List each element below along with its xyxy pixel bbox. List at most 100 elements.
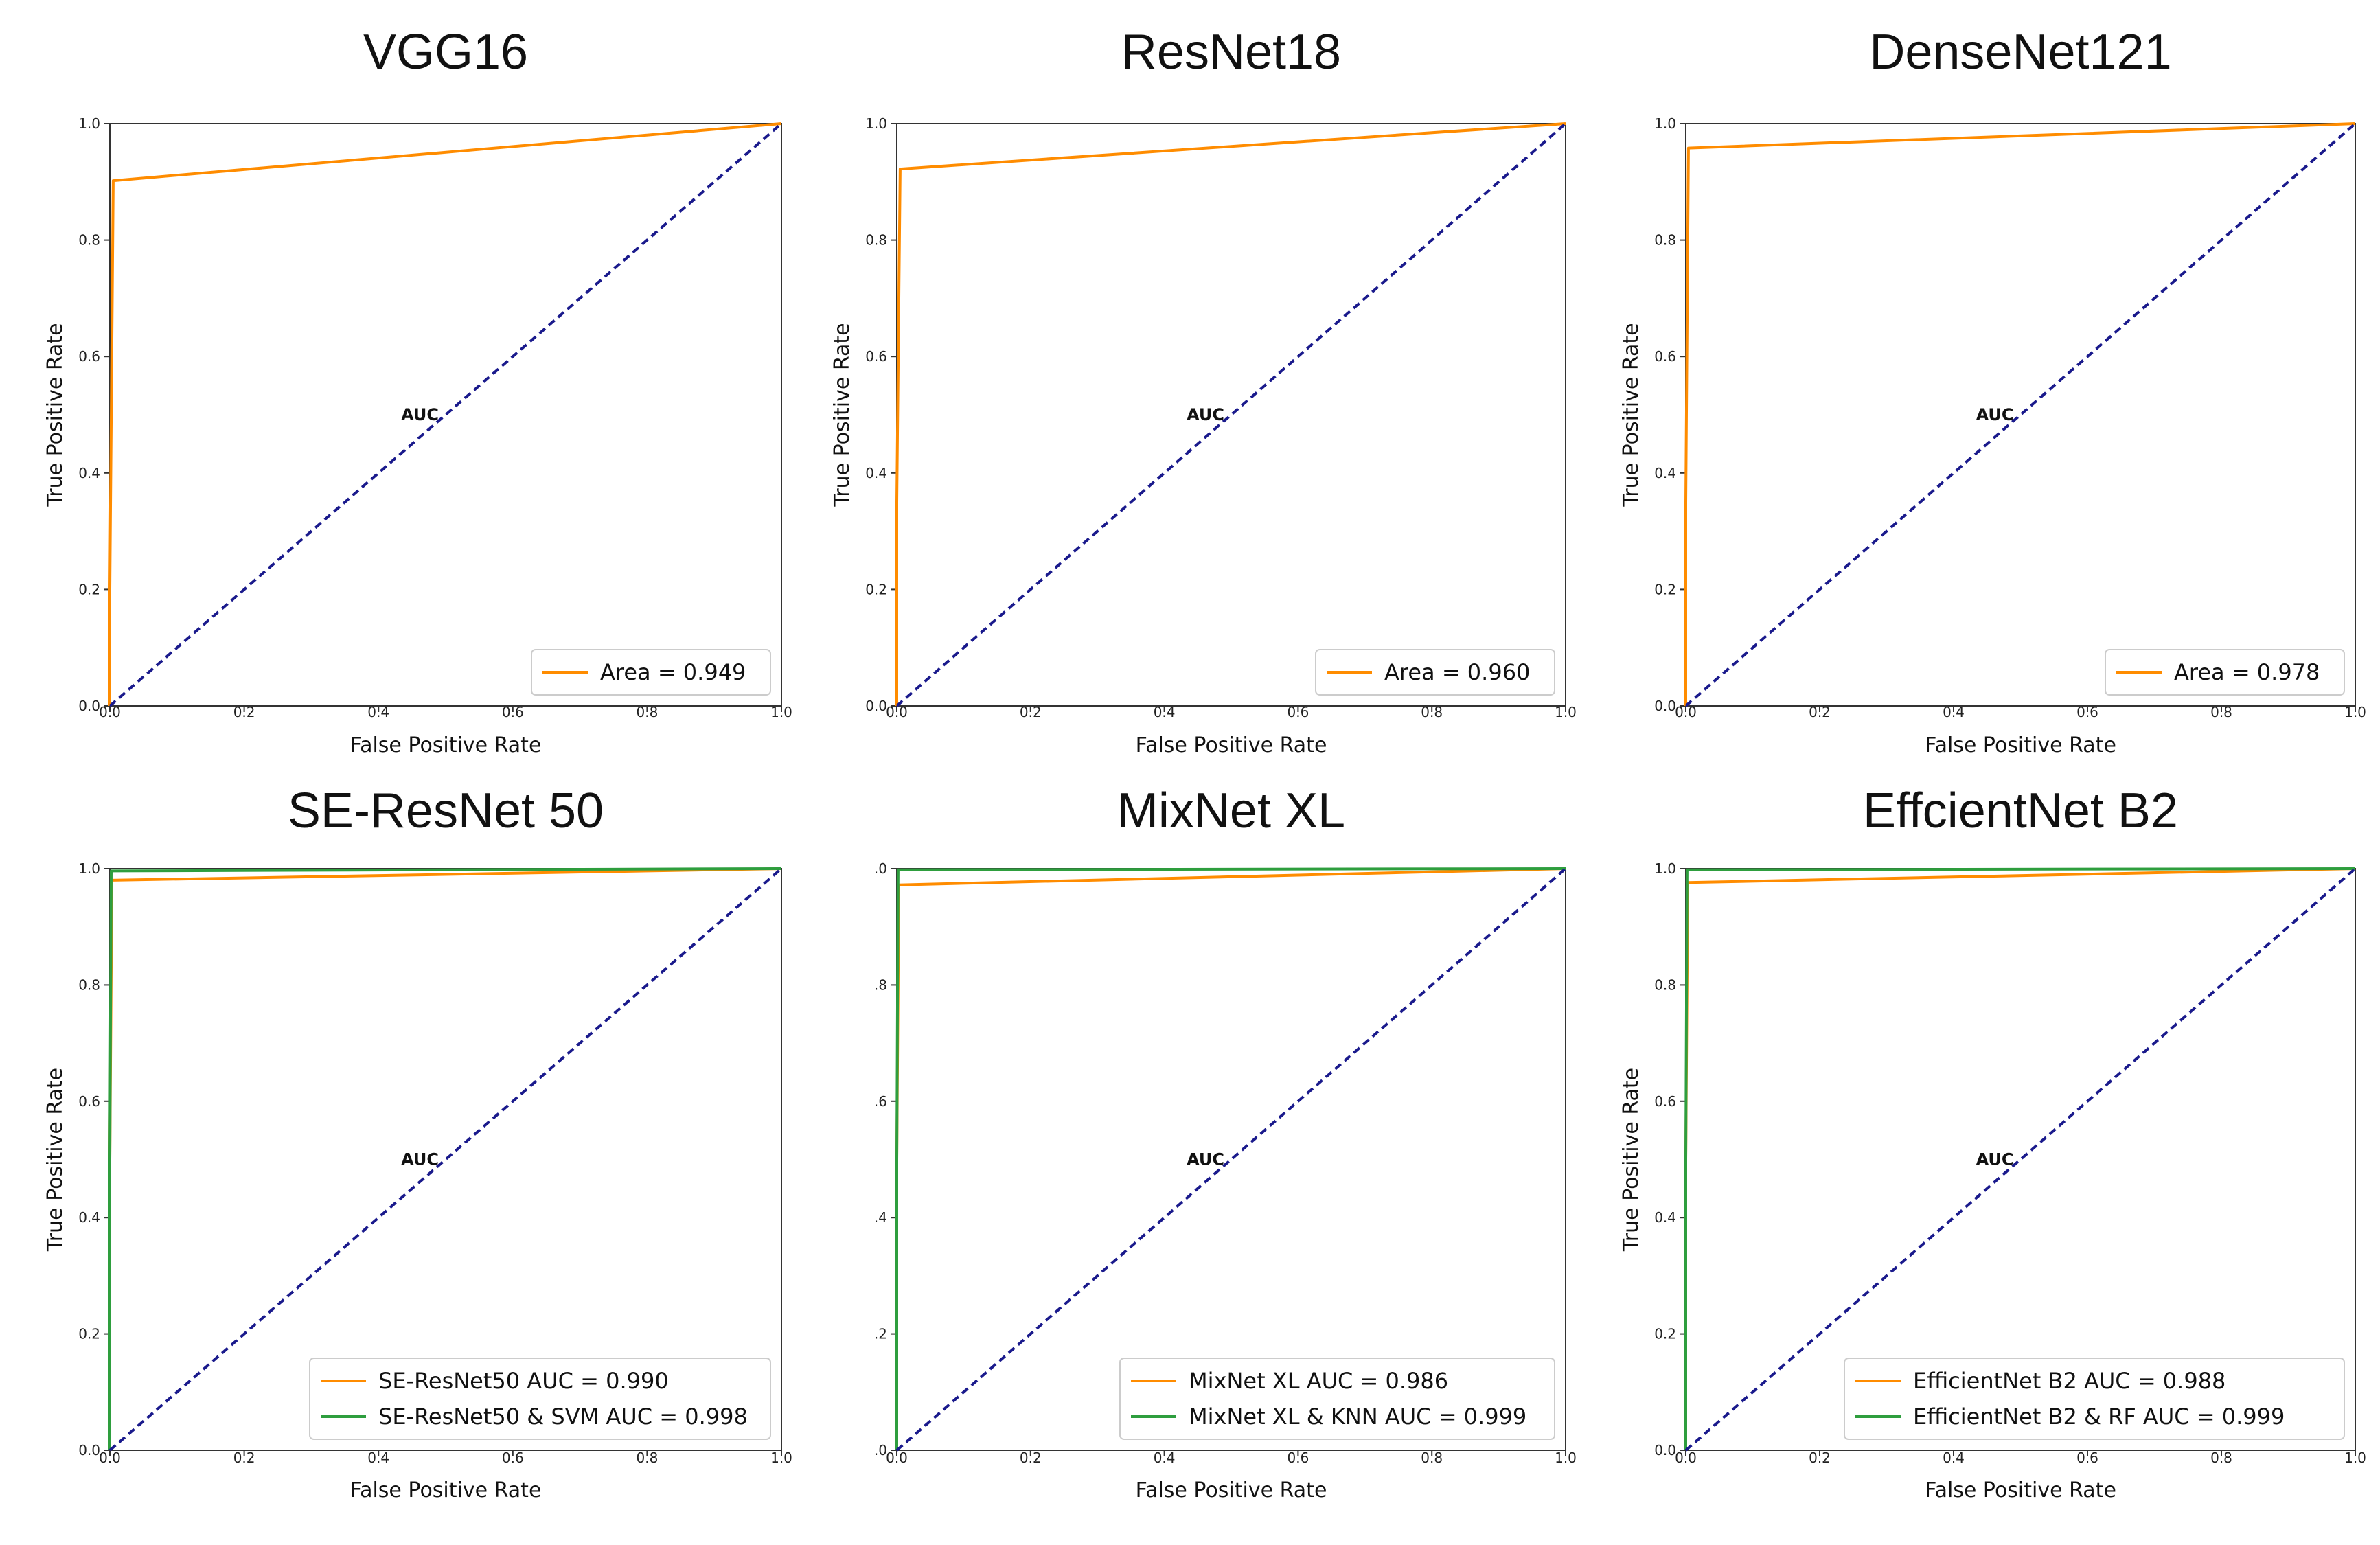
x-tick-label: 0.4 (1943, 1450, 1965, 1466)
legend-label: MixNet XL & KNN AUC = 0.999 (1189, 1404, 1526, 1430)
y-tick-label: .0 (874, 1442, 887, 1458)
y-tick-label: 0.4 (1654, 465, 1676, 481)
roc-curve-series-1 (895, 867, 1566, 1450)
chart-panel-5: EffcientNet B2 0.0 0.2 0.4 0.6 0.8 1.0 0.0 0.2 0.… (1619, 783, 2366, 1502)
x-tick-label: 0.8 (2210, 704, 2232, 720)
x-tick-label: 1.0 (1555, 704, 1577, 720)
x-tick-label: 0.4 (367, 1450, 389, 1466)
x-axis-label: False Positive Rate (1136, 1478, 1327, 1502)
x-tick-label: 0.4 (1154, 704, 1176, 720)
roc-curve-series-0 (108, 122, 782, 706)
x-tick-label: 0.6 (502, 1450, 524, 1466)
y-tick-label: 1.0 (78, 115, 100, 132)
x-tick-label: 1.0 (770, 704, 792, 720)
x-tick-label: 0.0 (1675, 1450, 1697, 1466)
x-tick-label: 0.2 (1020, 704, 1042, 720)
y-tick-label: .4 (874, 1209, 887, 1226)
y-axis-label: True Positive Rate (1619, 323, 1643, 507)
legend-label: MixNet XL AUC = 0.986 (1189, 1368, 1448, 1394)
y-tick-label: 0.8 (1654, 976, 1676, 993)
x-tick-label: 1.0 (2344, 1450, 2366, 1466)
y-tick-label: 0.4 (1654, 1209, 1676, 1226)
chance-diagonal-line (1684, 122, 2357, 707)
legend: Area = 0.949 (531, 649, 771, 696)
auc-annotation: AUC (1976, 1150, 2014, 1169)
auc-annotation: AUC (401, 405, 439, 424)
y-tick-label: 0.6 (865, 348, 887, 365)
legend-label: Area = 0.949 (600, 659, 746, 685)
legend-label: SE-ResNet50 AUC = 0.990 (378, 1368, 669, 1394)
x-axis-label: False Positive Rate (1925, 733, 2116, 757)
x-tick-label: 0.8 (1421, 704, 1443, 720)
x-tick-label: 0.0 (886, 1450, 908, 1466)
x-tick-label: 0.2 (233, 704, 255, 720)
y-tick-label: 0.2 (1654, 581, 1676, 597)
y-tick-label: 0.4 (78, 1209, 100, 1226)
plot-frame (109, 123, 782, 707)
legend-box (309, 1358, 771, 1440)
chart-title: ResNet18 (1121, 25, 1341, 80)
legend-box (531, 649, 771, 696)
chance-diagonal-line (895, 122, 1567, 707)
x-tick-label: 0.6 (1287, 704, 1309, 720)
x-tick-label: 0.2 (1809, 704, 1831, 720)
roc-curve-series-1 (1684, 867, 2356, 1450)
legend: Area = 0.960 (1315, 649, 1555, 696)
x-tick-label: 0.8 (636, 1450, 658, 1466)
x-tick-label: 0.2 (1020, 1450, 1042, 1466)
x-axis-label: False Positive Rate (1136, 733, 1327, 757)
chart-title: EffcientNet B2 (1863, 783, 2178, 838)
x-tick-label: 0.8 (2210, 1450, 2232, 1466)
x-tick-label: 0.2 (1809, 1450, 1831, 1466)
legend: MixNet XL AUC = 0.986 MixNet XL & KNN AUC… (1119, 1358, 1555, 1440)
x-tick-label: 0.4 (1943, 704, 1965, 720)
chart-title: MixNet XL (1117, 783, 1345, 838)
x-tick-label: 0.6 (2076, 1450, 2098, 1466)
y-tick-label: 0.2 (865, 581, 887, 597)
legend-box (1315, 649, 1555, 696)
chart-title: SE-ResNet 50 (288, 783, 604, 838)
x-axis-label: False Positive Rate (350, 1478, 542, 1502)
x-tick-label: 0.8 (636, 704, 658, 720)
y-tick-label: 0.2 (78, 581, 100, 597)
legend-box (2105, 649, 2345, 696)
y-tick-label: 1.0 (1654, 860, 1676, 877)
y-tick-label: 0.4 (865, 465, 887, 481)
y-tick-label: .2 (874, 1326, 887, 1342)
x-axis-label: False Positive Rate (350, 733, 542, 757)
chart-title: DenseNet121 (1869, 25, 2171, 80)
roc-curve-series-0 (895, 122, 1566, 706)
x-tick-label: 1.0 (1555, 1450, 1577, 1466)
y-tick-label: 1.0 (1654, 115, 1676, 132)
auc-annotation: AUC (1187, 405, 1224, 424)
legend-label: Area = 0.978 (2174, 659, 2320, 685)
chance-diagonal-line (108, 122, 783, 707)
legend-box (1119, 1358, 1555, 1440)
y-tick-label: 0.0 (78, 1442, 100, 1458)
x-tick-label: 1.0 (770, 1450, 792, 1466)
y-tick-label: 0.0 (78, 698, 100, 714)
y-tick-label: 0.0 (1654, 698, 1676, 714)
roc-curve-series-1 (108, 867, 782, 1450)
y-axis-label: True Positive Rate (830, 323, 854, 507)
chart-title: VGG16 (363, 25, 528, 80)
y-tick-label: 0.0 (865, 698, 887, 714)
y-tick-label: 0.6 (78, 1093, 100, 1110)
legend: EfficientNet B2 AUC = 0.988 EfficientNet … (1844, 1358, 2345, 1440)
y-axis-label: True Positive Rate (43, 323, 67, 507)
y-tick-label: 0.6 (78, 348, 100, 365)
x-tick-label: 0.0 (99, 1450, 121, 1466)
x-tick-label: 0.6 (2076, 704, 2098, 720)
x-tick-label: 0.4 (367, 704, 389, 720)
y-tick-label: 0.6 (1654, 348, 1676, 365)
y-tick-label: 0.2 (1654, 1326, 1676, 1342)
y-tick-label: 0.8 (78, 232, 100, 249)
y-tick-label: .6 (874, 1093, 887, 1110)
y-tick-label: 0.0 (1654, 1442, 1676, 1458)
y-tick-label: 1.0 (78, 860, 100, 877)
x-tick-label: 0.4 (1154, 1450, 1176, 1466)
x-tick-label: 0.6 (502, 704, 524, 720)
